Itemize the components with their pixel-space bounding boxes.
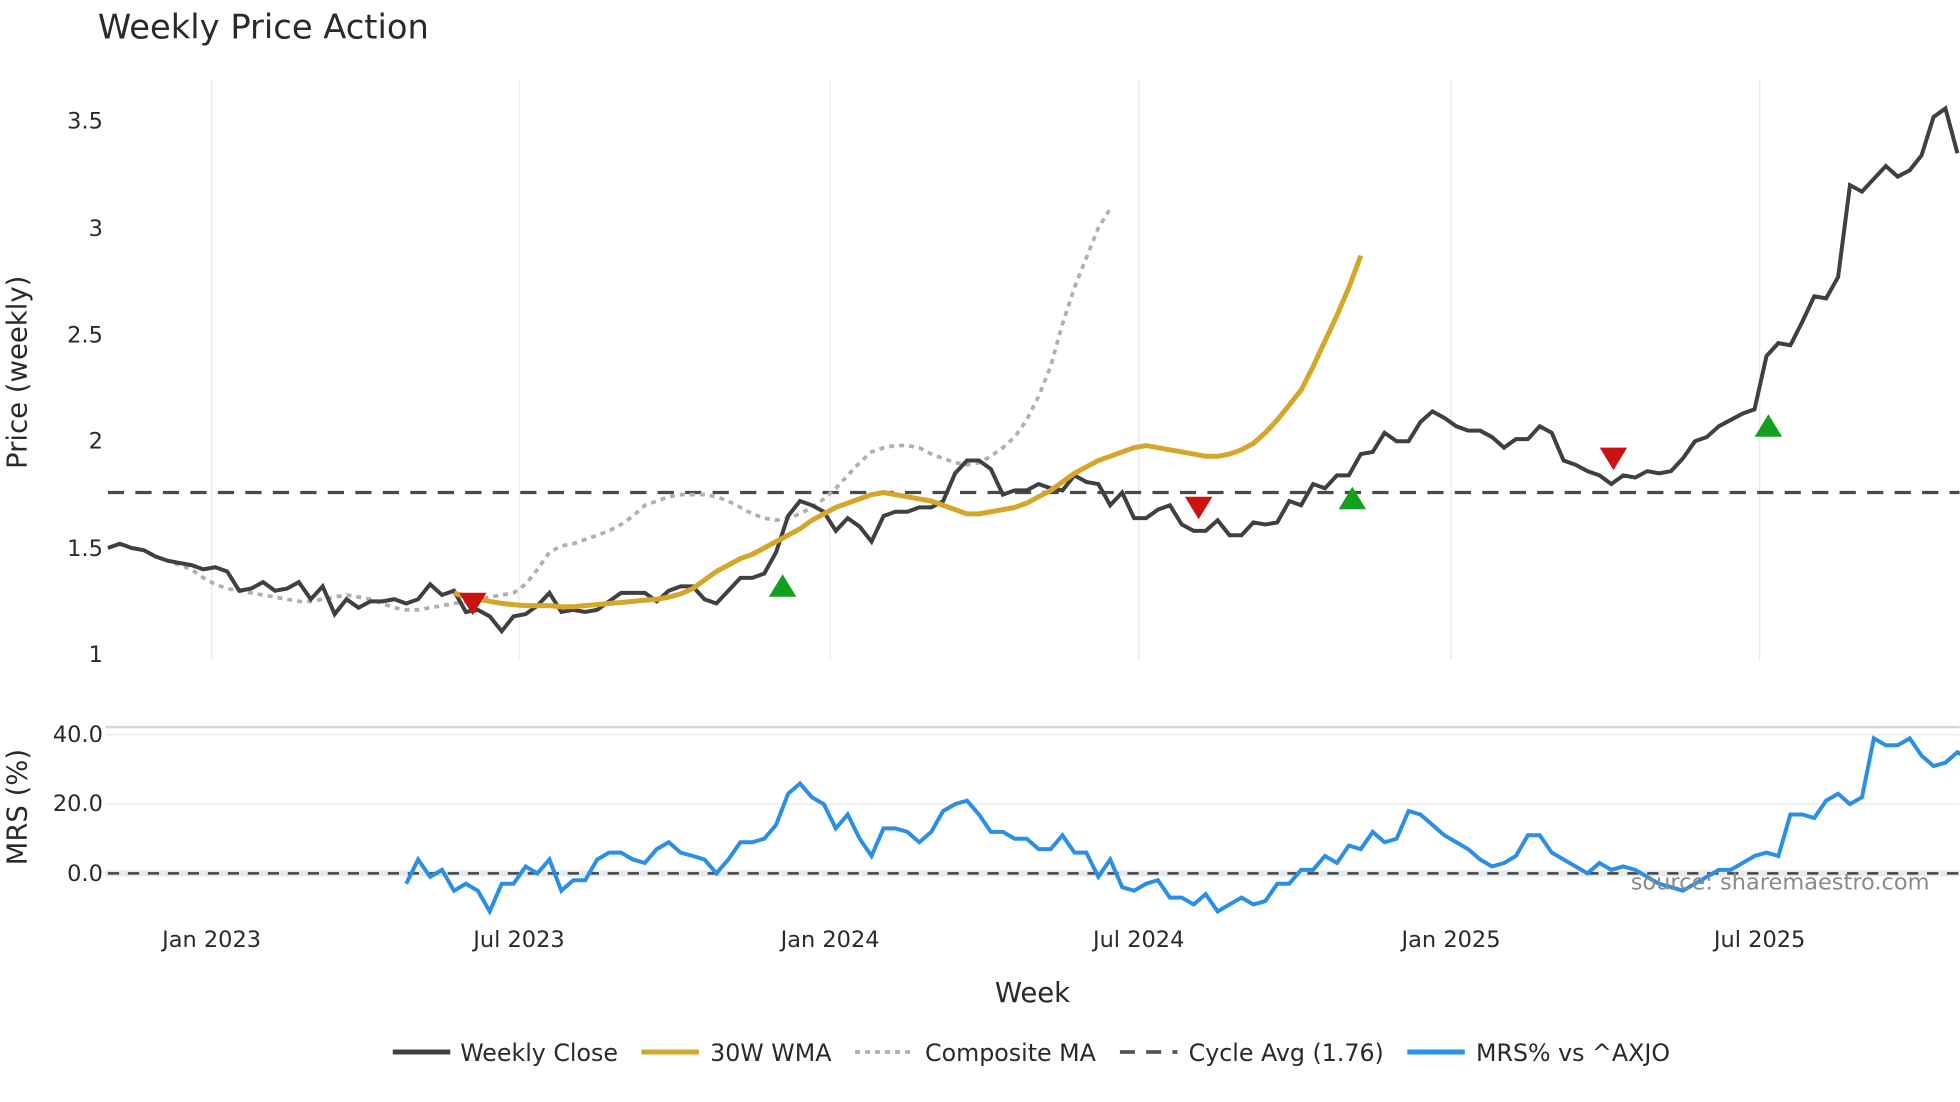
legend: Weekly Close 30W WMA Composite MA Cycle … bbox=[392, 1039, 1670, 1067]
price-y-ticks: 3.5 3 2.5 2 1.5 1 bbox=[67, 109, 103, 669]
sell-signal-icon bbox=[1599, 447, 1628, 471]
x-tick: Jan 2025 bbox=[1400, 927, 1501, 953]
x-tick: Jul 2023 bbox=[471, 927, 564, 953]
price-tick: 1 bbox=[89, 642, 103, 668]
mrs-line bbox=[404, 735, 1960, 916]
mrs-y-ticks: 40.0 20.0 0.0 bbox=[53, 722, 103, 887]
x-tick: Jul 2025 bbox=[1712, 927, 1805, 953]
composite-ma-line bbox=[154, 207, 1112, 612]
price-tick: 2.5 bbox=[67, 322, 103, 348]
chart-title: Weekly Price Action bbox=[98, 8, 429, 47]
legend-label: Composite MA bbox=[925, 1039, 1097, 1067]
x-axis-title: Week bbox=[995, 977, 1070, 1009]
mrs-gridlines bbox=[105, 725, 1960, 877]
mrs-tick: 20.0 bbox=[53, 791, 103, 817]
legend-label: Weekly Close bbox=[460, 1039, 618, 1067]
sell-signal-icon bbox=[458, 592, 487, 616]
legend-label: Cycle Avg (1.76) bbox=[1189, 1039, 1384, 1067]
price-gridlines bbox=[210, 79, 1761, 660]
mrs-tick: 0.0 bbox=[67, 861, 103, 887]
legend-label: 30W WMA bbox=[710, 1039, 832, 1067]
sell-signal-icon bbox=[1184, 496, 1213, 520]
x-tick: Jan 2023 bbox=[160, 927, 261, 953]
mrs-tick: 40.0 bbox=[53, 722, 103, 748]
x-tick: Jan 2024 bbox=[779, 927, 880, 953]
legend-label: MRS% vs ^AXJO bbox=[1476, 1039, 1670, 1067]
price-tick: 3.5 bbox=[67, 109, 103, 135]
x-ticks: Jan 2023 Jul 2023 Jan 2024 Jul 2024 Jan … bbox=[160, 927, 1805, 953]
mrs-series bbox=[107, 735, 1960, 916]
legend-item-mrs[interactable]: MRS% vs ^AXJO bbox=[1407, 1039, 1670, 1067]
buy-signal-icon bbox=[1338, 486, 1367, 510]
legend-item-composite-ma[interactable]: Composite MA bbox=[855, 1039, 1097, 1067]
weekly-close-line bbox=[107, 105, 1960, 635]
buy-signal-icon bbox=[1754, 414, 1783, 437]
x-tick: Jul 2024 bbox=[1091, 927, 1184, 953]
price-tick: 2 bbox=[89, 429, 103, 455]
price-tick: 3 bbox=[89, 216, 103, 242]
buy-signal-icon bbox=[768, 574, 797, 597]
legend-item-weekly-close[interactable]: Weekly Close bbox=[392, 1039, 618, 1067]
mrs-axis-title: MRS (%) bbox=[2, 749, 34, 866]
price-axis-title: Price (weekly) bbox=[2, 276, 34, 469]
price-series bbox=[107, 105, 1960, 635]
wma-30w-line bbox=[453, 254, 1364, 610]
price-tick: 1.5 bbox=[67, 536, 103, 562]
source-label: source: sharemaestro.com bbox=[1631, 870, 1930, 896]
legend-item-30w-wma[interactable]: 30W WMA bbox=[641, 1039, 832, 1067]
signal-markers bbox=[458, 414, 1783, 616]
legend-item-cycle-avg[interactable]: Cycle Avg (1.76) bbox=[1119, 1039, 1384, 1067]
